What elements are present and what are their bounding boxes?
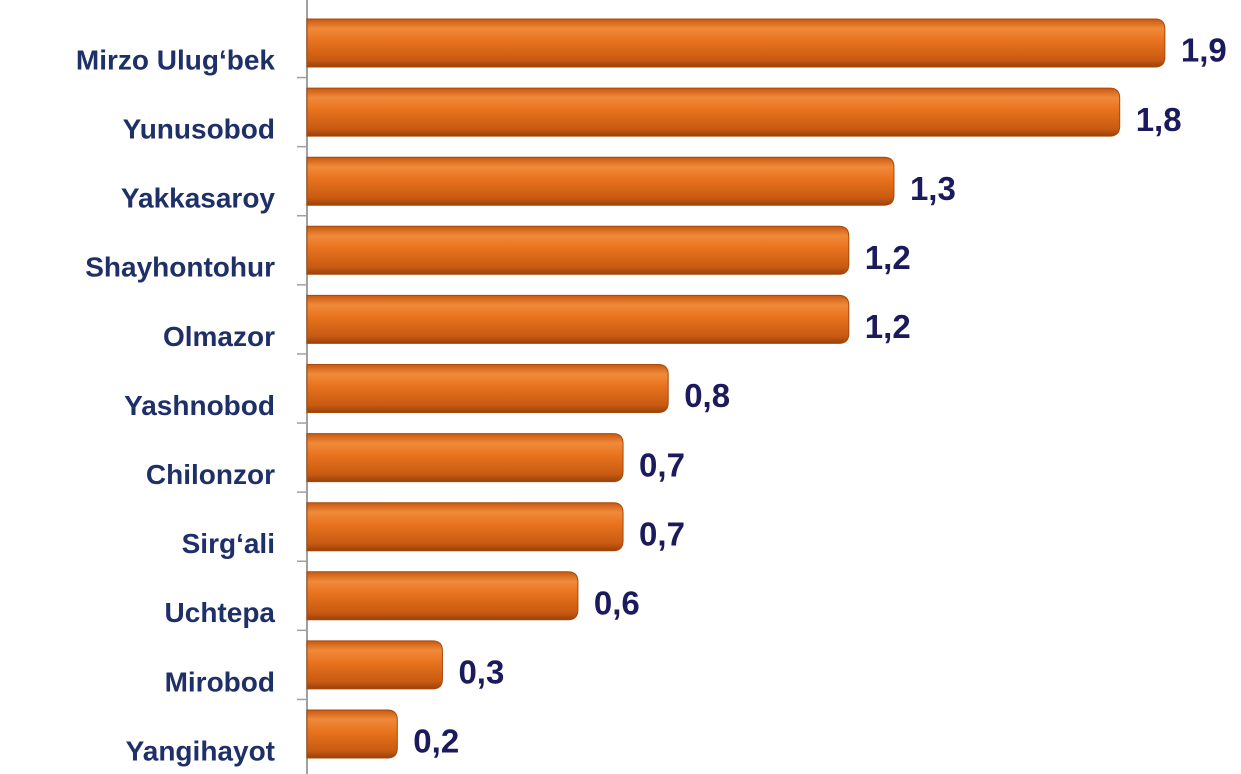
value-label: 1,3 [910, 170, 956, 207]
category-separators [297, 76, 307, 701]
value-label: 0,8 [684, 377, 730, 414]
bar [306, 294, 850, 344]
bar [306, 87, 1121, 137]
bar [306, 502, 624, 552]
value-label: 0,3 [458, 654, 504, 691]
value-label: 1,2 [865, 308, 911, 345]
category-label: Olmazor [163, 321, 275, 352]
category-label: Shayhontohur [85, 252, 275, 283]
category-label: Mirzo Ulug‘bek [76, 44, 276, 75]
value-label: 0,2 [413, 723, 459, 760]
category-label: Yakkasaroy [121, 183, 276, 214]
value-label: 0,7 [639, 446, 685, 483]
bar [306, 364, 669, 413]
value-label: 0,7 [639, 515, 685, 552]
category-label: Sirg‘ali [182, 528, 275, 559]
bar [306, 156, 895, 206]
value-label: 1,8 [1136, 101, 1182, 138]
bar [306, 571, 579, 621]
value-label: 1,9 [1181, 32, 1227, 69]
bar [306, 709, 398, 759]
category-label: Yangihayot [126, 735, 275, 766]
category-label: Chilonzor [146, 459, 275, 490]
category-label: Yunusobod [123, 113, 275, 144]
category-label: Uchtepa [165, 597, 276, 628]
category-label: Yashnobod [124, 390, 275, 421]
value-label: 1,2 [865, 239, 911, 276]
bar [306, 640, 443, 690]
bar [306, 225, 850, 275]
category-label: Mirobod [165, 666, 275, 697]
bar [306, 433, 624, 483]
bar [306, 18, 1166, 68]
value-label: 0,6 [594, 585, 640, 622]
